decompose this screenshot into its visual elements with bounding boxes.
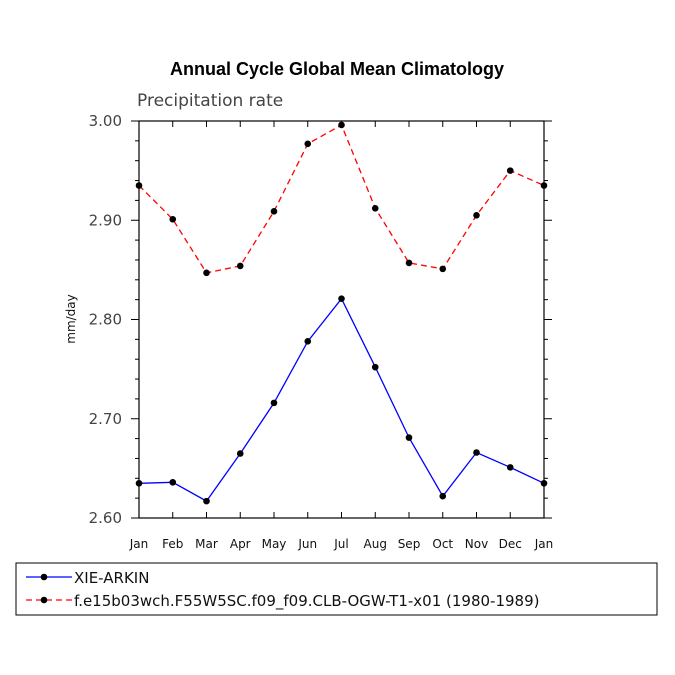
series-1-point xyxy=(203,269,210,277)
x-tick-label: Jan xyxy=(129,537,149,551)
y-tick-label: 2.60 xyxy=(89,509,122,527)
series-0-point xyxy=(169,478,177,486)
series-0-point xyxy=(473,449,480,456)
series-0-point xyxy=(270,399,278,407)
series-1-point xyxy=(135,182,143,189)
series-1-point xyxy=(506,167,514,174)
series-1-point xyxy=(304,140,312,148)
x-tick-label: Apr xyxy=(230,537,251,551)
series-1-point xyxy=(405,259,413,267)
y-tick-label: 2.80 xyxy=(89,311,122,329)
y-tick-label: 2.90 xyxy=(89,211,122,229)
series-0-point xyxy=(203,497,210,505)
x-tick-label: Jul xyxy=(333,537,348,551)
series-0-point xyxy=(540,479,548,487)
x-tick-label: Jan xyxy=(534,537,554,551)
legend-marker-model xyxy=(40,596,48,604)
series-1-point xyxy=(236,262,244,270)
chart-title: Annual Cycle Global Mean Climatology xyxy=(170,59,504,79)
series-0-point xyxy=(439,492,447,500)
legend-entry-model: f.e15b03wch.F55W5SC.f09_f09.CLB-OGW-T1-x… xyxy=(26,592,539,611)
series-0-point xyxy=(338,295,345,302)
x-tick-label: Aug xyxy=(364,537,387,551)
series-1-point xyxy=(439,265,447,273)
x-tick-label: Nov xyxy=(465,537,488,551)
x-tick-label: May xyxy=(262,537,287,551)
series-0-point xyxy=(506,464,514,471)
legend-box xyxy=(15,562,658,616)
legend-marker-xie-arkin xyxy=(40,573,48,581)
legend-label-model: f.e15b03wch.F55W5SC.f09_f09.CLB-OGW-T1-x… xyxy=(74,592,539,611)
series-0-point xyxy=(135,479,143,487)
x-tick-label: Dec xyxy=(499,537,522,551)
x-tick-label: Oct xyxy=(432,537,453,551)
series-1-point xyxy=(169,215,177,223)
y-tick-label: 3.00 xyxy=(89,112,122,130)
legend-label-xie-arkin: XIE-ARKIN xyxy=(74,569,149,587)
series-0-point xyxy=(236,450,244,457)
y-axis-label: mm/day xyxy=(64,294,78,344)
chart-subtitle: Precipitation rate xyxy=(137,91,283,111)
x-tick-label: Mar xyxy=(195,537,218,551)
series-0-point xyxy=(405,434,413,441)
x-tick-label: Feb xyxy=(162,537,183,551)
x-tick-label: Sep xyxy=(398,537,421,551)
series-0-point xyxy=(304,338,312,345)
series-0-point xyxy=(371,363,379,371)
series-1-point xyxy=(270,208,278,215)
series-1-point xyxy=(473,211,480,219)
series-1-point xyxy=(540,182,548,189)
legend-entry-xie-arkin: XIE-ARKIN xyxy=(26,569,149,587)
series-1-point xyxy=(338,121,345,129)
y-tick-label: 2.70 xyxy=(89,410,122,428)
series-1-point xyxy=(371,205,379,212)
x-tick-label: Jun xyxy=(297,537,317,551)
